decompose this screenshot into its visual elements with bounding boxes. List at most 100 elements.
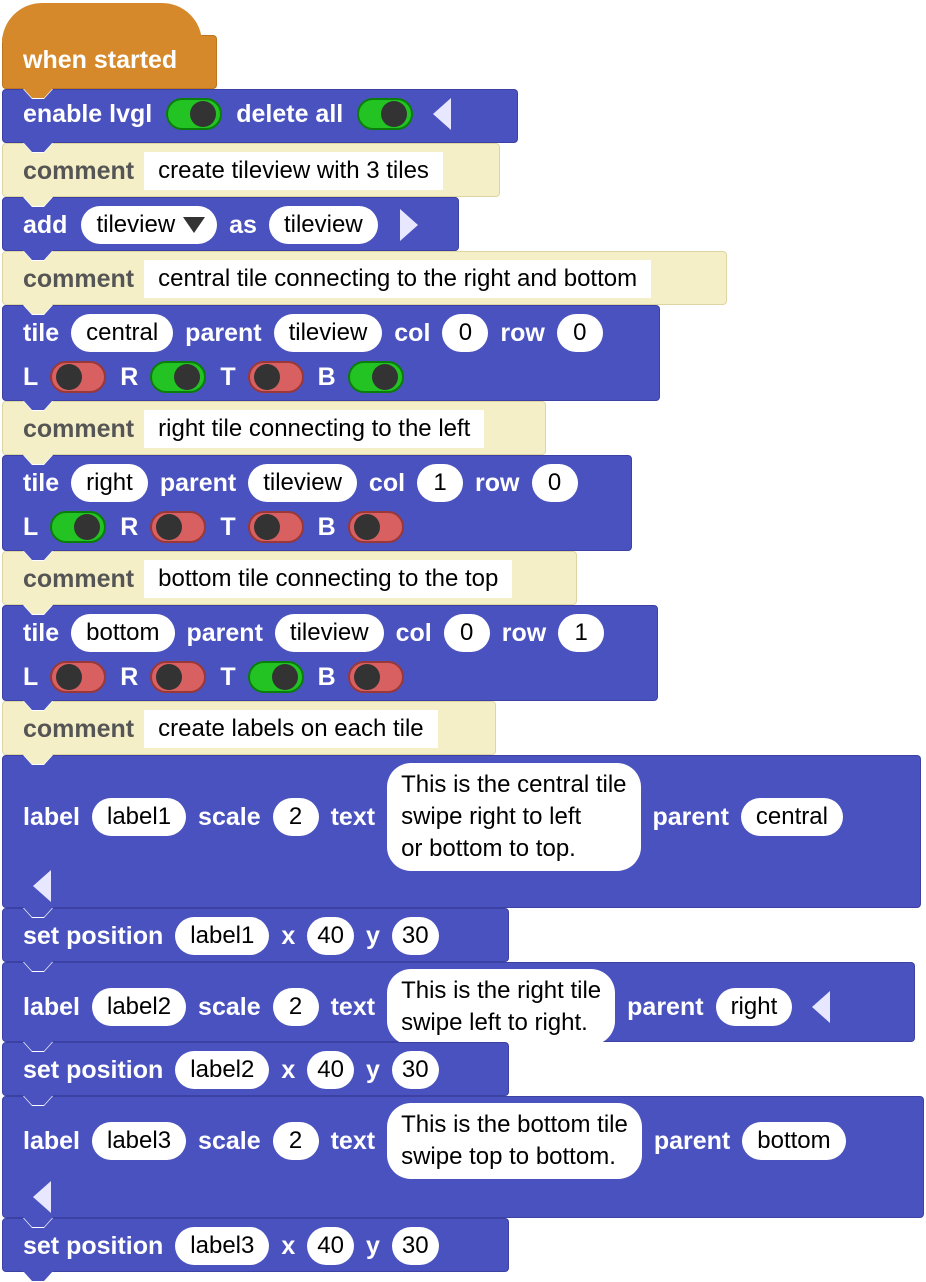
- comment-label: comment: [23, 714, 135, 743]
- left-toggle[interactable]: [50, 361, 107, 393]
- y-input[interactable]: 30: [391, 917, 439, 955]
- position-target-input[interactable]: label1: [175, 917, 270, 955]
- x-label: x: [281, 1231, 296, 1260]
- toggle-knob: [353, 514, 380, 540]
- tile-block[interactable]: tile bottom parent tileview col 0 row 1 …: [2, 605, 658, 710]
- tile-parent-input[interactable]: tileview: [274, 614, 384, 652]
- set-position-label: set position: [23, 921, 164, 950]
- scale-input[interactable]: 2: [272, 988, 319, 1026]
- col-label: col: [394, 318, 431, 347]
- comment-block[interactable]: comment create tileview with 3 tiles: [2, 143, 500, 206]
- row-input[interactable]: 1: [558, 614, 605, 652]
- block-connector: [23, 88, 53, 98]
- label-block[interactable]: label label3 scale 2 text This is the bo…: [2, 1096, 924, 1227]
- parent-label: parent: [653, 1126, 731, 1155]
- toggle-knob: [381, 101, 408, 127]
- enable-lvgl-toggle[interactable]: [166, 98, 223, 130]
- parent-label: parent: [159, 468, 237, 497]
- bottom-toggle[interactable]: [347, 661, 404, 693]
- label-name-input[interactable]: label3: [91, 1122, 187, 1160]
- x-input[interactable]: 40: [307, 917, 354, 955]
- widget-name-input[interactable]: tileview: [268, 206, 378, 244]
- comment-label: comment: [23, 564, 135, 593]
- right-label: R: [120, 662, 139, 691]
- y-input[interactable]: 30: [391, 1051, 439, 1089]
- label-name-input[interactable]: label2: [91, 988, 187, 1026]
- label-parent-input[interactable]: central: [740, 798, 843, 836]
- widget-type-dropdown[interactable]: tileview: [81, 206, 218, 244]
- label-text-input[interactable]: This is the right tile swipe left to rig…: [387, 969, 616, 1045]
- top-toggle[interactable]: [247, 361, 304, 393]
- y-input[interactable]: 30: [391, 1227, 439, 1265]
- comment-block[interactable]: comment central tile connecting to the r…: [2, 251, 727, 314]
- scale-input[interactable]: 2: [272, 1122, 319, 1160]
- block-connector: [23, 454, 53, 464]
- comment-label: comment: [23, 414, 135, 443]
- row-input[interactable]: 0: [556, 314, 603, 352]
- tile-name-input[interactable]: right: [71, 464, 148, 502]
- right-toggle[interactable]: [150, 361, 207, 393]
- bottom-toggle[interactable]: [347, 511, 404, 543]
- set-position-block[interactable]: set position label3 x 40 y 30: [2, 1218, 509, 1281]
- tile-name-input[interactable]: central: [71, 314, 174, 352]
- label-parent-input[interactable]: right: [715, 988, 793, 1026]
- left-toggle[interactable]: [50, 511, 107, 543]
- top-toggle[interactable]: [247, 661, 304, 693]
- add-widget-block[interactable]: add tileview as tileview: [2, 197, 459, 260]
- top-label: T: [220, 512, 236, 541]
- col-input[interactable]: 1: [417, 464, 464, 502]
- label-keyword: label: [23, 802, 80, 831]
- collapse-arrow-icon[interactable]: [33, 1181, 51, 1213]
- block-connector: [23, 400, 53, 410]
- label-text-input[interactable]: This is the central tile swipe right to …: [387, 763, 641, 871]
- comment-text-field[interactable]: central tile connecting to the right and…: [144, 260, 652, 298]
- block-connector: [23, 700, 53, 710]
- collapse-arrow-icon[interactable]: [33, 870, 51, 902]
- toggle-knob: [271, 664, 298, 690]
- y-label: y: [365, 1231, 380, 1260]
- label-block[interactable]: label label1 scale 2 text This is the ce…: [2, 755, 921, 917]
- scale-input[interactable]: 2: [272, 798, 319, 836]
- right-label: R: [120, 362, 139, 391]
- label-text-input[interactable]: This is the bottom tile swipe top to bot…: [387, 1103, 642, 1179]
- col-input[interactable]: 0: [442, 314, 489, 352]
- bottom-toggle[interactable]: [347, 361, 404, 393]
- comment-block[interactable]: comment right tile connecting to the lef…: [2, 401, 546, 464]
- comment-block[interactable]: comment create labels on each tile: [2, 701, 496, 764]
- right-toggle[interactable]: [150, 661, 207, 693]
- collapse-arrow-icon[interactable]: [812, 991, 831, 1023]
- tile-block[interactable]: tile right parent tileview col 1 row 0 L…: [2, 455, 632, 560]
- comment-block[interactable]: comment bottom tile connecting to the to…: [2, 551, 577, 614]
- tile-parent-input[interactable]: tileview: [248, 464, 357, 502]
- comment-text-field[interactable]: bottom tile connecting to the top: [144, 560, 513, 598]
- x-input[interactable]: 40: [307, 1227, 354, 1265]
- x-input[interactable]: 40: [307, 1051, 354, 1089]
- set-position-block[interactable]: set position label1 x 40 y 30: [2, 908, 509, 971]
- when-started-block[interactable]: when started: [2, 3, 217, 98]
- expand-arrow-icon[interactable]: [399, 209, 418, 241]
- tile-block[interactable]: tile central parent tileview col 0 row 0…: [2, 305, 660, 410]
- right-toggle[interactable]: [150, 511, 207, 543]
- label-name-input[interactable]: label1: [91, 798, 187, 836]
- parent-label: parent: [627, 992, 704, 1021]
- block-connector: [23, 250, 53, 260]
- position-target-input[interactable]: label3: [175, 1227, 270, 1265]
- comment-text-field[interactable]: create tileview with 3 tiles: [144, 152, 443, 190]
- position-target-input[interactable]: label2: [175, 1051, 270, 1089]
- top-toggle[interactable]: [247, 511, 304, 543]
- row-input[interactable]: 0: [531, 464, 578, 502]
- collapse-arrow-icon[interactable]: [433, 98, 452, 130]
- hat-cap: [2, 3, 202, 43]
- label-block[interactable]: label label2 scale 2 text This is the ri…: [2, 962, 915, 1051]
- comment-text-field[interactable]: create labels on each tile: [144, 710, 438, 748]
- comment-text-field[interactable]: right tile connecting to the left: [144, 410, 485, 448]
- delete-all-toggle[interactable]: [357, 98, 414, 130]
- set-position-block[interactable]: set position label2 x 40 y 30: [2, 1042, 509, 1105]
- left-toggle[interactable]: [50, 661, 107, 693]
- enable-lvgl-block[interactable]: enable lvgl delete all: [2, 89, 518, 152]
- block-connector: [23, 304, 53, 314]
- tile-name-input[interactable]: bottom: [71, 614, 175, 652]
- tile-parent-input[interactable]: tileview: [273, 314, 383, 352]
- col-input[interactable]: 0: [443, 614, 490, 652]
- label-parent-input[interactable]: bottom: [742, 1122, 846, 1160]
